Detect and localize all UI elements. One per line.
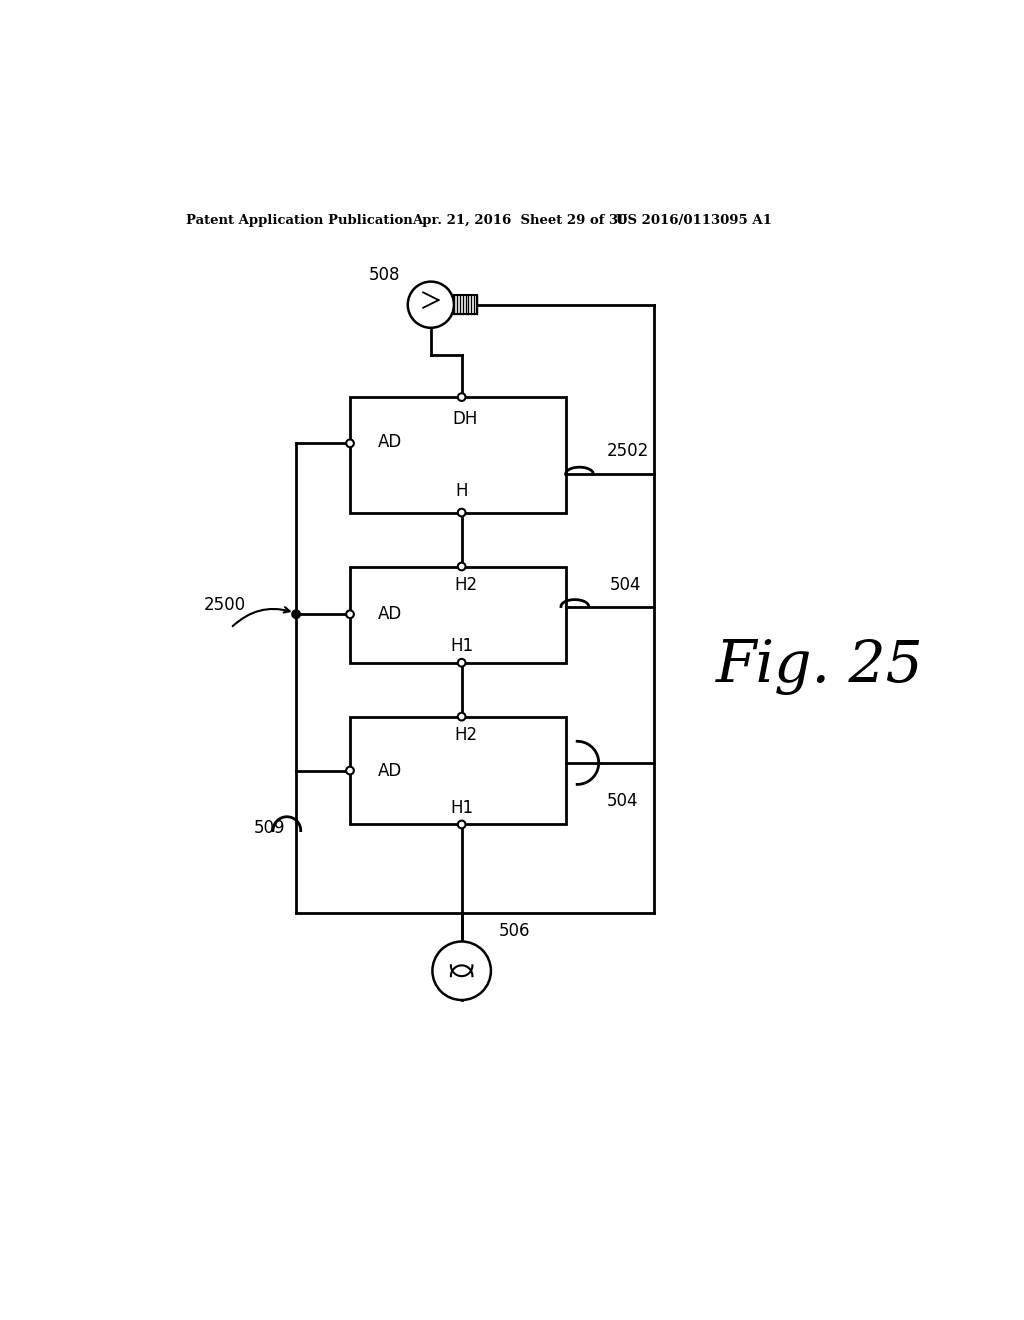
Text: 2502: 2502 <box>606 442 648 459</box>
Circle shape <box>458 562 466 570</box>
Text: 506: 506 <box>499 921 530 940</box>
Text: Patent Application Publication: Patent Application Publication <box>186 214 413 227</box>
Circle shape <box>458 393 466 401</box>
Text: H2: H2 <box>454 726 477 744</box>
Circle shape <box>346 610 354 618</box>
Text: DH: DH <box>453 409 478 428</box>
Text: Fig. 25: Fig. 25 <box>716 639 924 694</box>
Text: Apr. 21, 2016  Sheet 29 of 30: Apr. 21, 2016 Sheet 29 of 30 <box>412 214 627 227</box>
Text: AD: AD <box>378 433 402 450</box>
Text: 509: 509 <box>254 820 286 837</box>
Circle shape <box>458 821 466 829</box>
Bar <box>454 296 477 314</box>
Text: H2: H2 <box>454 576 477 594</box>
Circle shape <box>458 659 466 667</box>
Text: 504: 504 <box>606 792 638 810</box>
Text: AD: AD <box>378 762 402 780</box>
Bar <box>350 717 565 825</box>
Text: H1: H1 <box>451 636 473 655</box>
Circle shape <box>458 713 466 721</box>
Text: H: H <box>456 482 468 500</box>
Text: 504: 504 <box>609 576 641 594</box>
Bar <box>350 397 565 512</box>
Text: 508: 508 <box>369 267 400 284</box>
Bar <box>350 566 565 663</box>
Circle shape <box>458 508 466 516</box>
Text: AD: AD <box>378 606 402 623</box>
Circle shape <box>346 767 354 775</box>
Circle shape <box>346 440 354 447</box>
Text: 2500: 2500 <box>204 597 246 614</box>
Circle shape <box>292 610 300 619</box>
Text: US 2016/0113095 A1: US 2016/0113095 A1 <box>615 214 771 227</box>
Text: H1: H1 <box>451 799 473 817</box>
Circle shape <box>432 941 490 1001</box>
Circle shape <box>408 281 454 327</box>
